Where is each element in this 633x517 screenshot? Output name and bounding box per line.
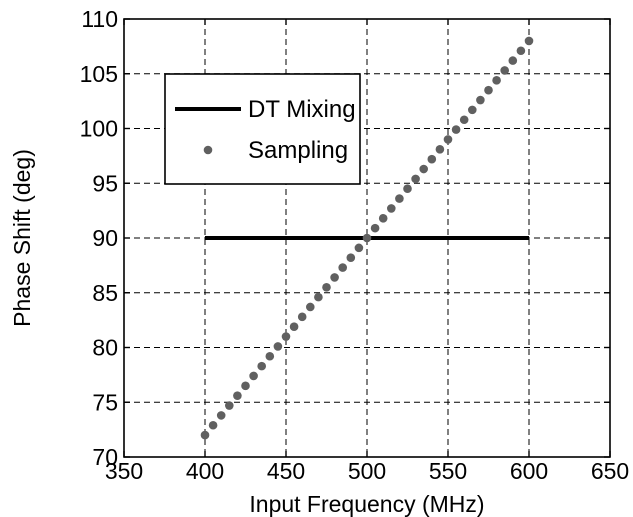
sampling-data-point xyxy=(249,372,258,381)
sampling-data-point xyxy=(509,56,518,65)
sampling-data-point xyxy=(298,313,307,322)
x-tick-label: 500 xyxy=(348,458,386,484)
legend-box xyxy=(165,74,360,184)
sampling-data-point xyxy=(266,352,275,361)
sampling-data-point xyxy=(306,303,315,312)
y-tick-label: 80 xyxy=(92,335,118,361)
y-tick-label: 105 xyxy=(80,61,118,87)
sampling-data-point xyxy=(387,204,396,213)
sampling-data-point xyxy=(217,411,226,420)
x-tick-label: 550 xyxy=(429,458,467,484)
x-tick-label: 600 xyxy=(510,458,548,484)
legend-dot-marker xyxy=(204,146,213,155)
y-tick-label: 85 xyxy=(92,280,118,306)
y-axis-title: Phase Shift (deg) xyxy=(9,149,35,327)
sampling-data-point xyxy=(517,46,526,55)
x-tick-label: 650 xyxy=(591,458,629,484)
sampling-data-point xyxy=(525,37,534,46)
legend-label-sampling: Sampling xyxy=(248,137,348,164)
y-tick-label: 110 xyxy=(81,6,118,32)
x-axis-title: Input Frequency (MHz) xyxy=(249,491,484,517)
sampling-data-point xyxy=(395,194,404,203)
sampling-data-point xyxy=(371,224,380,233)
legend-label-dt-mixing: DT Mixing xyxy=(248,96,356,123)
sampling-data-point xyxy=(355,244,364,253)
sampling-data-point xyxy=(500,66,509,75)
sampling-data-point xyxy=(201,431,210,440)
sampling-data-point xyxy=(363,234,372,243)
sampling-data-point xyxy=(209,421,218,430)
y-tick-label: 70 xyxy=(92,444,118,470)
sampling-data-point xyxy=(452,125,461,134)
sampling-data-point xyxy=(436,145,445,154)
sampling-data-point xyxy=(225,401,234,410)
y-tick-label: 100 xyxy=(80,116,118,142)
y-tick-label: 75 xyxy=(92,389,118,415)
sampling-data-point xyxy=(314,293,323,302)
sampling-data-point xyxy=(492,76,501,85)
sampling-data-point xyxy=(330,273,339,282)
sampling-data-point xyxy=(257,362,266,371)
x-tick-label: 450 xyxy=(267,458,305,484)
sampling-data-point xyxy=(411,175,420,184)
sampling-data-point xyxy=(338,263,347,272)
sampling-data-point xyxy=(444,135,453,144)
sampling-data-point xyxy=(290,322,299,331)
legend: DT Mixing Sampling xyxy=(165,74,360,184)
sampling-data-point xyxy=(233,391,242,400)
x-tick-label: 400 xyxy=(186,458,224,484)
sampling-data-point xyxy=(241,382,250,391)
sampling-data-point xyxy=(468,106,477,115)
sampling-data-point xyxy=(282,332,291,341)
sampling-data-point xyxy=(322,283,331,292)
sampling-data-point xyxy=(484,86,493,95)
sampling-data-point xyxy=(460,115,469,124)
sampling-data-point xyxy=(379,214,388,223)
y-tick-label: 95 xyxy=(92,170,118,196)
sampling-data-point xyxy=(428,155,437,164)
y-tick-label: 90 xyxy=(92,225,118,251)
sampling-data-point xyxy=(347,253,356,262)
sampling-data-point xyxy=(274,342,283,351)
sampling-data-point xyxy=(403,184,412,193)
sampling-data-point xyxy=(419,165,428,174)
sampling-data-point xyxy=(476,96,485,105)
